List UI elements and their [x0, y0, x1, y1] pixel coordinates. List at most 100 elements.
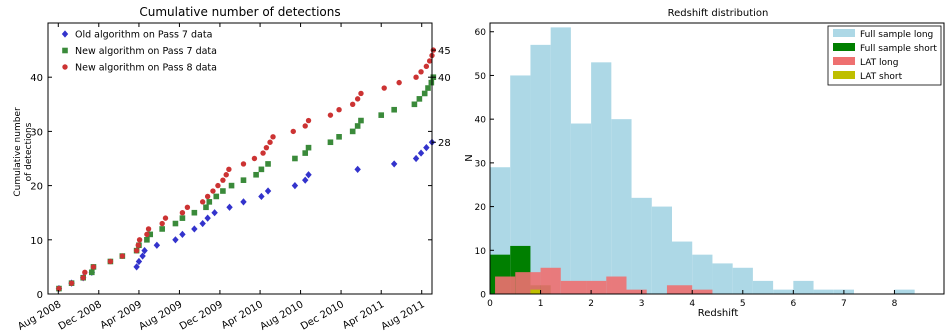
histogram-bar — [894, 289, 915, 294]
x-tick-label: 2 — [588, 299, 594, 309]
legend-label: New algorithm on Pass 8 data — [75, 63, 217, 74]
histogram-bar — [692, 289, 713, 294]
x-tick-label: Aug 2008 — [16, 299, 63, 331]
y-tick-label: 20 — [475, 203, 487, 213]
cumulative-detections-chart: Cumulative number of detections Cumulati… — [13, 5, 451, 331]
y-tick-label: 10 — [30, 236, 43, 247]
circle-point — [413, 74, 419, 80]
square-point — [144, 237, 150, 243]
circle-point — [56, 285, 62, 292]
x-tick-label: 1 — [538, 299, 544, 309]
legend-label: Full sample long — [860, 30, 933, 40]
square-point — [159, 226, 165, 232]
circle-point — [119, 253, 126, 259]
square-point — [305, 144, 312, 151]
y-tick-label: 30 — [475, 159, 487, 169]
x-tick-label: Dec 2008 — [57, 299, 104, 331]
diamond-point — [423, 144, 430, 152]
y-tick-label: 0 — [480, 291, 486, 301]
circle-point — [302, 123, 308, 129]
square-point — [228, 182, 235, 189]
legend-label: Old algorithm on Pass 7 data — [75, 30, 212, 41]
histogram-bar — [560, 280, 587, 294]
circle-point — [327, 112, 334, 118]
circle-point — [267, 139, 273, 145]
plot-frame — [47, 22, 433, 295]
histogram-bar — [813, 289, 834, 294]
x-tick-label: Aug 2010 — [258, 299, 305, 331]
square-point — [354, 123, 361, 129]
legend-swatch — [833, 43, 855, 51]
right-axis-label: 28 — [438, 138, 451, 149]
diamond-point — [417, 149, 425, 157]
square-point — [191, 209, 198, 216]
circle-point — [349, 101, 356, 108]
legend-swatch — [833, 71, 855, 79]
diamond-point — [211, 209, 218, 217]
legend-label: Full sample short — [860, 44, 937, 54]
y-tick-label: 40 — [475, 116, 487, 126]
circle-point — [290, 128, 296, 135]
square-point — [421, 90, 428, 97]
diamond-point — [153, 241, 161, 249]
diamond-point — [305, 171, 312, 179]
y-axis-label-line: of detections — [24, 122, 34, 181]
square-point — [206, 199, 213, 205]
y-tick-label: 60 — [475, 28, 487, 38]
circle-point — [336, 107, 342, 113]
histogram-bar — [672, 241, 693, 294]
square-point — [302, 150, 309, 156]
histogram-bar — [611, 119, 632, 295]
square-point — [349, 128, 356, 135]
diamond-point — [226, 203, 233, 211]
legend-marker — [62, 64, 68, 70]
circle-point — [184, 204, 191, 210]
histogram-bar — [540, 267, 561, 294]
histogram-bar — [626, 289, 647, 294]
x-tick-label: Apr 2011 — [341, 299, 386, 331]
axes: 0 10 20 30 40 50 60 0 1 2 3 4 5 6 7 8 — [475, 22, 945, 309]
y-tick-label: 50 — [475, 72, 487, 82]
histogram-bar — [732, 267, 753, 294]
diamond-point — [204, 214, 211, 222]
circle-point — [220, 177, 226, 183]
y-tick-label: 30 — [30, 127, 43, 138]
square-point — [416, 96, 423, 102]
histogram-bar — [510, 75, 531, 294]
histogram-bar — [712, 263, 733, 294]
circle-point — [159, 220, 165, 227]
circle-point — [107, 258, 114, 265]
series-2 — [56, 47, 437, 292]
histogram-series-0 — [490, 27, 915, 295]
y-tick-label: 40 — [30, 73, 43, 84]
circle-point — [223, 172, 229, 178]
legend-label: New algorithm on Pass 7 data — [75, 46, 217, 57]
diamond-point — [264, 187, 272, 195]
x-tick-label: 7 — [841, 299, 847, 309]
circle-point — [215, 182, 221, 189]
chart-title: Cumulative number of detections — [139, 5, 340, 19]
square-point — [213, 193, 220, 200]
circle-point — [396, 79, 402, 86]
histogram-bar — [773, 289, 794, 294]
circle-point — [358, 90, 364, 97]
circle-point — [144, 231, 150, 238]
legend-swatch — [833, 29, 855, 37]
plot-area — [490, 27, 915, 295]
circle-point — [179, 210, 186, 216]
x-tick-label: Apr 2010 — [220, 299, 265, 331]
histogram-series-3 — [530, 289, 541, 294]
square-point — [258, 166, 265, 173]
histogram-bar — [606, 276, 627, 294]
circle-point — [263, 144, 270, 151]
circle-point — [82, 269, 88, 276]
x-tick-label: Aug 2009 — [137, 299, 184, 331]
legend-marker — [61, 30, 69, 38]
circle-point — [418, 69, 424, 75]
square-point — [220, 188, 226, 194]
circle-point — [199, 199, 206, 205]
square-point — [378, 112, 385, 118]
chart-title: Redshift distribution — [668, 8, 769, 19]
series-1 — [56, 74, 437, 292]
plot-area — [55, 47, 437, 293]
